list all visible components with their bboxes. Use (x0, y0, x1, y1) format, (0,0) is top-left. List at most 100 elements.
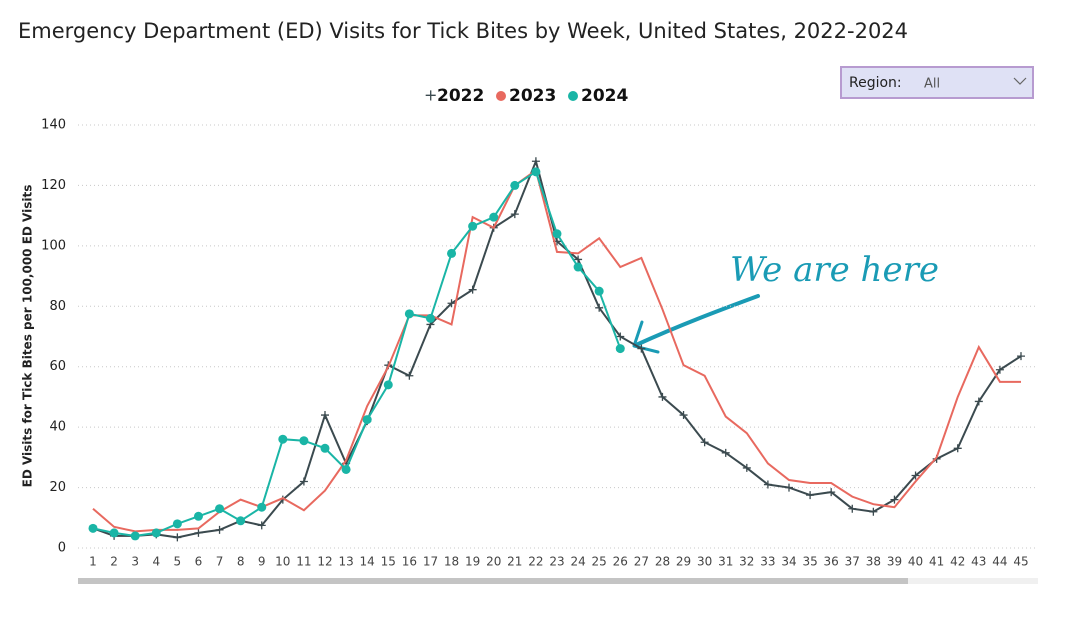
data-point (615, 344, 625, 354)
x-tick-label: 32 (739, 555, 754, 569)
data-point (468, 285, 477, 294)
data-point (679, 411, 688, 420)
slicer-value[interactable]: All (924, 77, 940, 92)
x-tick-label: 27 (634, 555, 649, 569)
y-tick-label: 60 (49, 359, 66, 374)
data-point (510, 180, 520, 190)
x-tick-label: 8 (237, 555, 245, 569)
y-tick-label: 40 (49, 420, 66, 435)
y-tick-label: 140 (41, 118, 66, 133)
y-axis-label: ED Visits for Tick Bites per 100,000 ED … (21, 185, 35, 488)
data-point (827, 488, 836, 497)
x-tick-label: 38 (866, 555, 881, 569)
x-tick-label: 41 (929, 555, 944, 569)
data-point (215, 525, 224, 534)
data-point (321, 411, 329, 420)
data-point (616, 332, 625, 341)
series-line (92, 170, 622, 537)
legend-item: +2022 (424, 86, 484, 107)
x-tick-label: 33 (760, 555, 775, 569)
data-point (88, 523, 98, 533)
x-tick-label: 18 (444, 555, 459, 569)
x-tick-label: 34 (781, 555, 796, 569)
data-point (193, 511, 203, 521)
data-point (172, 519, 182, 529)
data-point (109, 528, 119, 538)
x-tick-label: 22 (528, 555, 543, 569)
legend-marker: + (424, 86, 437, 105)
x-tick-label: 12 (317, 555, 332, 569)
x-tick-label: 7 (216, 555, 224, 569)
data-point (236, 516, 246, 526)
x-tick-label: 37 (845, 555, 860, 569)
data-point (341, 464, 351, 474)
data-point (658, 392, 667, 401)
x-tick-label: 23 (549, 555, 564, 569)
data-point (848, 504, 857, 513)
x-tick-label: 29 (676, 555, 691, 569)
data-point (404, 309, 414, 319)
data-point (447, 299, 456, 308)
data-point (911, 471, 920, 480)
x-tick-label: 45 (1013, 555, 1028, 569)
x-tick-label: 36 (824, 555, 839, 569)
x-tick-label: 44 (992, 555, 1007, 569)
legend-label: 2024 (581, 86, 628, 106)
data-point (299, 436, 309, 446)
data-point (721, 448, 730, 457)
region-slicer[interactable]: Region: All (840, 66, 1034, 99)
data-point (299, 477, 308, 486)
x-tick-label: 35 (802, 555, 817, 569)
dropdown-icon[interactable] (1013, 77, 1027, 85)
data-point (890, 495, 899, 504)
x-tick-label: 40 (908, 555, 923, 569)
x-tick-label: 43 (971, 555, 986, 569)
x-tick-label: 30 (697, 555, 712, 569)
data-point (763, 480, 772, 489)
annotation-arrow (634, 294, 760, 347)
y-tick-label: 80 (49, 299, 66, 314)
series-line (92, 168, 1021, 533)
data-point (574, 255, 583, 264)
x-tick-label: 5 (174, 555, 182, 569)
data-point (405, 371, 414, 380)
x-tick-label: 14 (360, 555, 375, 569)
y-tick-label: 0 (58, 541, 66, 556)
data-point (742, 463, 751, 472)
data-point (468, 221, 478, 231)
x-tick-label: 24 (570, 555, 585, 569)
data-point (785, 483, 793, 492)
slicer-box[interactable] (840, 66, 1034, 99)
data-point (595, 303, 604, 312)
y-tick-label: 100 (41, 238, 66, 253)
x-tick-label: 25 (592, 555, 607, 569)
x-tick-label: 17 (423, 555, 438, 569)
legend-label: 2022 (437, 86, 484, 106)
x-tick-label: 42 (950, 555, 965, 569)
data-point (531, 167, 541, 177)
data-point (151, 528, 161, 538)
data-point (257, 502, 267, 512)
data-point (806, 491, 815, 500)
data-point (320, 443, 330, 453)
data-point (637, 344, 646, 353)
data-point (383, 380, 393, 390)
data-point (362, 415, 372, 425)
y-tick-label: 120 (41, 178, 66, 193)
scrollbar-thumb[interactable] (78, 578, 908, 584)
data-point (257, 521, 266, 530)
annotation-arrowhead (632, 320, 660, 354)
data-point (447, 248, 457, 258)
data-point (995, 365, 1004, 374)
data-point (573, 262, 583, 272)
data-point (531, 157, 540, 166)
x-tick-label: 28 (655, 555, 670, 569)
data-point (974, 397, 983, 406)
x-tick-label: 15 (381, 555, 396, 569)
x-tick-label: 16 (402, 555, 417, 569)
data-point (425, 313, 435, 323)
data-point (215, 504, 225, 514)
x-tick-label: 31 (718, 555, 733, 569)
x-tick-label: 11 (296, 555, 311, 569)
